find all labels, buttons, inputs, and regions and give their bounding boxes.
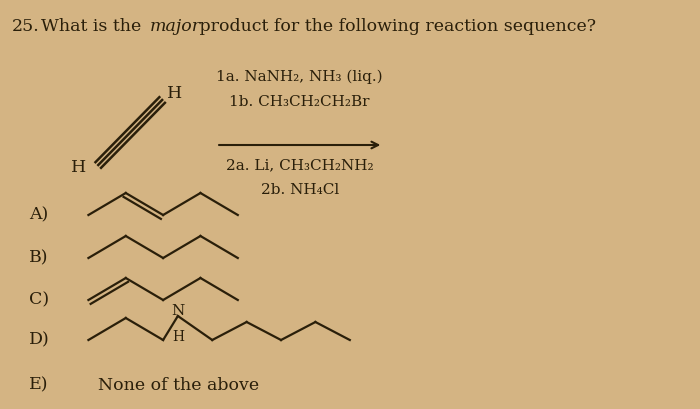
Text: 2a. Li, CH₃CH₂NH₂: 2a. Li, CH₃CH₂NH₂	[226, 158, 374, 172]
Text: What is the: What is the	[41, 18, 147, 35]
Text: 2b. NH₄Cl: 2b. NH₄Cl	[260, 183, 339, 197]
Text: 1b. CH₃CH₂CH₂Br: 1b. CH₃CH₂CH₂Br	[230, 95, 370, 109]
Text: None of the above: None of the above	[98, 377, 260, 393]
Text: E): E)	[29, 377, 49, 393]
Text: H: H	[71, 160, 86, 177]
Text: H: H	[167, 85, 182, 103]
Text: A): A)	[29, 207, 49, 223]
Text: C): C)	[29, 292, 50, 308]
Text: B): B)	[29, 249, 49, 267]
Text: N: N	[172, 304, 185, 318]
Text: H: H	[172, 330, 184, 344]
Text: product for the following reaction sequence?: product for the following reaction seque…	[194, 18, 596, 35]
Text: 25.: 25.	[12, 18, 39, 35]
Text: D): D)	[29, 332, 50, 348]
Text: 1a. NaNH₂, NH₃ (liq.): 1a. NaNH₂, NH₃ (liq.)	[216, 70, 383, 84]
Text: major: major	[149, 18, 200, 35]
